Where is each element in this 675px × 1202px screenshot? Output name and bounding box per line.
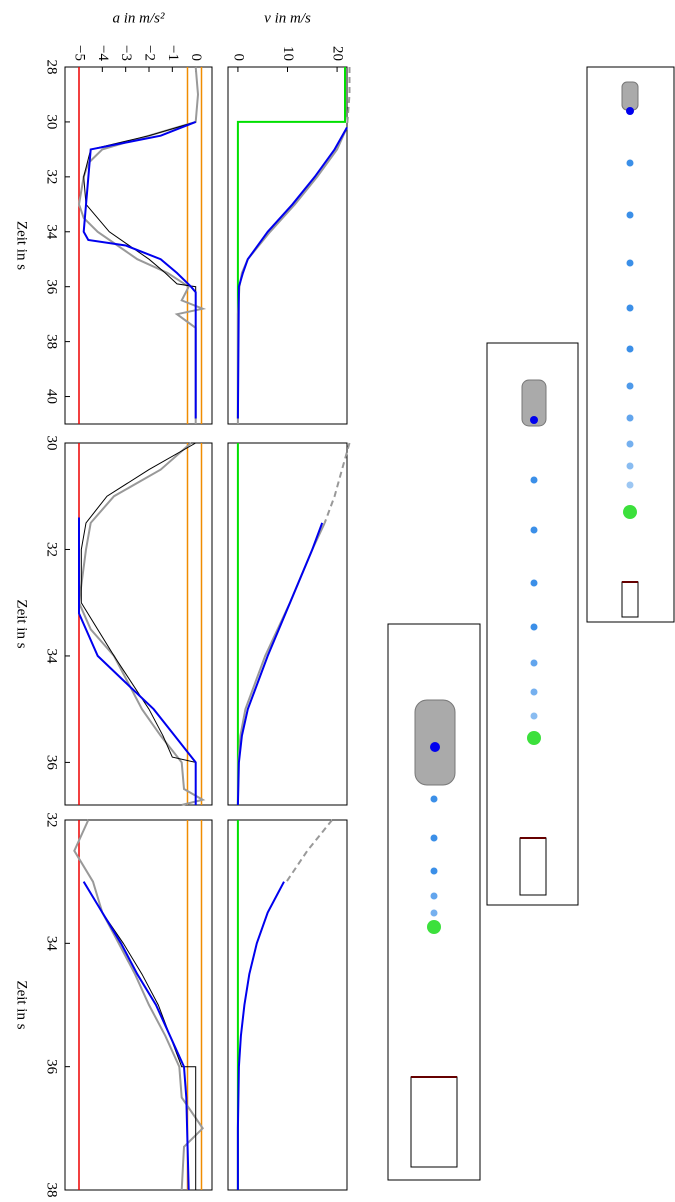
- plot-frame: [228, 67, 347, 424]
- data-line: [79, 518, 196, 806]
- y-axis-label: v in m/s: [264, 10, 311, 26]
- data-line: [287, 820, 333, 882]
- data-line: [79, 443, 203, 805]
- x-axis-label: Zeit in s: [14, 980, 30, 1029]
- y-tick-label: 10: [280, 46, 296, 61]
- data-line: [238, 523, 325, 805]
- y-tick-label: 0: [230, 54, 246, 62]
- data-line: [238, 127, 347, 424]
- y-axis-label: a in m/s²: [112, 10, 165, 26]
- y-tick-label: 0: [188, 54, 204, 62]
- data-line: [79, 67, 203, 424]
- x-tick-label: 30: [44, 436, 60, 451]
- scene-1: [587, 67, 674, 622]
- y-tick-label: −5: [72, 45, 88, 61]
- y-tick-label: −1: [165, 45, 181, 61]
- data-line: [84, 122, 196, 419]
- plots: 0 10 20 v in m/s −5 −4 −3 −2 −1 0 28 30 32 34 36 38 40 a …: [14, 10, 350, 1197]
- x-tick-label: 38: [44, 1183, 60, 1198]
- data-line: [238, 882, 284, 1190]
- data-line: [74, 820, 202, 1190]
- scene-2: [487, 343, 578, 905]
- figure: 0 10 20 v in m/s −5 −4 −3 −2 −1 0 28 30 32 34 36 38 40 a …: [0, 0, 675, 1197]
- data-line: [84, 122, 196, 419]
- x-tick-label: 40: [44, 389, 60, 404]
- data-line: [325, 443, 350, 523]
- plot-frame: [228, 820, 347, 1190]
- y-tick-label: −3: [118, 45, 134, 61]
- y-tick-label: −4: [95, 45, 111, 61]
- x-tick-label: 34: [44, 936, 60, 952]
- x-tick-label: 32: [44, 169, 60, 184]
- y-tick-label: −2: [142, 45, 158, 61]
- data-line: [84, 882, 189, 1190]
- y-tick-label: 20: [330, 46, 346, 61]
- plot-frame: [65, 820, 212, 1190]
- data-line: [84, 882, 196, 1190]
- x-tick-label: 36: [44, 279, 60, 295]
- x-tick-label: 34: [44, 224, 60, 240]
- x-tick-label: 30: [44, 114, 60, 129]
- x-axis-label: Zeit in s: [14, 599, 30, 648]
- data-line: [238, 127, 347, 418]
- x-tick-label: 32: [44, 542, 60, 557]
- data-line: [238, 523, 322, 805]
- x-axis-label: Zeit in s: [14, 221, 30, 270]
- data-line: [238, 67, 345, 419]
- plot-frame: [65, 67, 212, 424]
- x-tick-label: 32: [44, 813, 60, 828]
- data-line: [81, 443, 195, 805]
- x-tick-label: 36: [44, 1059, 60, 1075]
- plot-frame: [65, 443, 212, 805]
- x-tick-label: 38: [44, 334, 60, 349]
- scene-3: [388, 624, 480, 1180]
- x-tick-label: 36: [44, 755, 60, 771]
- x-tick-label: 34: [44, 648, 60, 664]
- plot-frame: [228, 443, 347, 805]
- x-tick-label: 28: [44, 60, 60, 75]
